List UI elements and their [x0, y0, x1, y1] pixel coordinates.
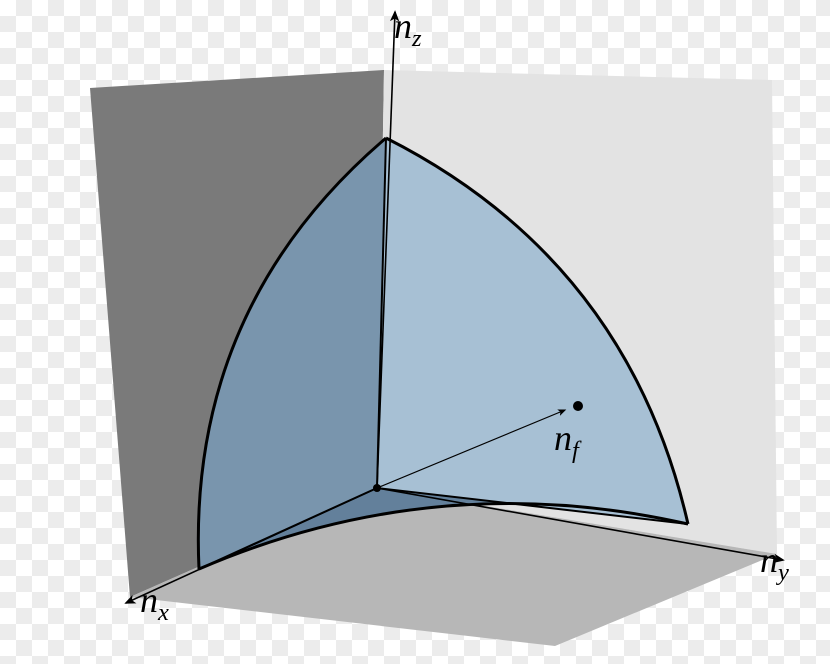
- dot-nf: [573, 401, 583, 411]
- label-ny-n: n: [760, 540, 778, 580]
- label-nz-sub: z: [411, 25, 422, 52]
- label-nx-sub: x: [157, 599, 169, 626]
- label-nx-n: n: [140, 580, 158, 620]
- label-nf-n: n: [554, 418, 572, 458]
- label-ny-sub: y: [775, 559, 789, 586]
- diagram-canvas: nz nx ny nf: [0, 0, 830, 664]
- label-nz-n: n: [394, 6, 412, 46]
